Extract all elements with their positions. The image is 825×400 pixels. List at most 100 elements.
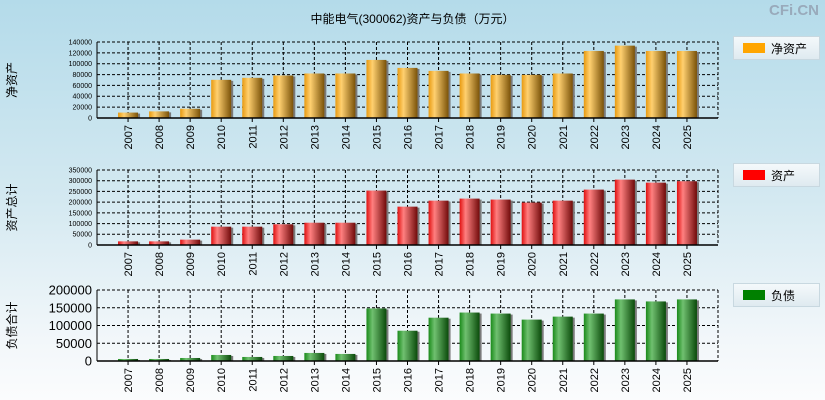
bar-2022 xyxy=(583,313,604,361)
x-tick-label: 2010 xyxy=(216,125,228,149)
bar-2024 xyxy=(645,182,666,245)
bar-2017 xyxy=(428,200,449,245)
y-axis-label: 负债合计 xyxy=(4,301,19,349)
bar-2018 xyxy=(459,312,480,361)
bar-2020 xyxy=(521,319,542,361)
legend-net-assets: 净资产 xyxy=(733,36,820,60)
bar-2025 xyxy=(676,181,697,245)
x-tick-label: 2021 xyxy=(558,368,570,392)
y-tick-label: 0 xyxy=(88,115,92,122)
bar-2023 xyxy=(614,179,635,245)
y-tick-label: 100000 xyxy=(69,61,92,68)
x-tick-label: 2025 xyxy=(682,125,694,149)
bar-2009 xyxy=(180,357,201,361)
x-tick-label: 2019 xyxy=(496,125,508,149)
x-tick-label: 2024 xyxy=(651,125,663,149)
x-tick-label: 2024 xyxy=(651,368,663,392)
y-tick-label: 140000 xyxy=(69,39,92,46)
bar-2011 xyxy=(242,226,263,245)
x-tick-label: 2014 xyxy=(340,125,352,149)
bar-2021 xyxy=(552,316,573,361)
y-tick-label: 0 xyxy=(88,242,92,249)
y-tick-label: 20000 xyxy=(73,105,93,112)
x-tick-label: 2009 xyxy=(185,125,197,149)
legend-liabilities: 负债 xyxy=(733,283,820,307)
bar-2017 xyxy=(428,317,449,361)
bar-2008 xyxy=(149,358,170,361)
bar-2022 xyxy=(583,50,604,119)
bar-2024 xyxy=(645,50,666,119)
bar-2021 xyxy=(552,200,573,245)
x-tick-label: 2023 xyxy=(620,252,632,276)
bar-2017 xyxy=(428,70,449,118)
x-tick-label: 2012 xyxy=(278,368,290,392)
y-axis-label: 资产总计 xyxy=(5,183,19,231)
bar-2013 xyxy=(304,73,325,118)
legend-swatch xyxy=(743,290,765,300)
y-tick-label: 100000 xyxy=(69,221,92,228)
y-tick-label: 150000 xyxy=(49,300,92,315)
x-tick-label: 2023 xyxy=(620,125,632,149)
y-tick-label: 100000 xyxy=(49,318,92,333)
bar-2007 xyxy=(118,112,139,118)
bar-2019 xyxy=(490,199,511,245)
bar-2007 xyxy=(118,358,139,361)
bar-2020 xyxy=(521,74,542,118)
x-tick-label: 2024 xyxy=(651,252,663,276)
x-tick-label: 2017 xyxy=(434,368,446,392)
bar-2022 xyxy=(583,189,604,245)
x-tick-label: 2014 xyxy=(340,252,352,276)
bar-2016 xyxy=(397,330,418,361)
chart-panel-0: 0 20000 40000 60000 80000 100000 120000 140000 2… xyxy=(5,39,719,149)
x-tick-label: 2012 xyxy=(278,125,290,149)
bar-2012 xyxy=(273,75,294,118)
legend-assets: 资产 xyxy=(733,163,820,187)
bar-2024 xyxy=(645,301,666,361)
y-tick-label: 80000 xyxy=(73,72,93,79)
x-tick-label: 2009 xyxy=(185,368,197,392)
bar-2023 xyxy=(614,45,635,118)
x-tick-label: 2016 xyxy=(403,125,415,149)
x-tick-label: 2011 xyxy=(247,125,259,149)
x-tick-label: 2015 xyxy=(371,368,383,392)
x-tick-label: 2022 xyxy=(589,252,601,276)
x-tick-label: 2018 xyxy=(465,368,477,392)
x-tick-label: 2019 xyxy=(496,368,508,392)
bar-2023 xyxy=(614,299,635,361)
y-tick-label: 150000 xyxy=(69,210,92,217)
bar-2007 xyxy=(118,241,139,245)
legend-label: 净资产 xyxy=(771,41,808,56)
x-tick-label: 2007 xyxy=(123,252,135,276)
watermark-logo: CFi.CN xyxy=(769,2,819,19)
x-tick-label: 2022 xyxy=(589,368,601,392)
x-tick-label: 2025 xyxy=(682,368,694,392)
x-tick-label: 2015 xyxy=(371,125,383,149)
x-tick-label: 2008 xyxy=(154,125,166,149)
x-tick-label: 2008 xyxy=(154,368,166,392)
x-tick-label: 2016 xyxy=(403,368,415,392)
bar-2025 xyxy=(676,299,697,361)
y-tick-label: 50000 xyxy=(56,336,92,351)
x-tick-label: 2020 xyxy=(527,125,539,149)
y-tick-label: 250000 xyxy=(69,189,92,196)
x-tick-label: 2018 xyxy=(465,252,477,276)
x-tick-label: 2025 xyxy=(682,252,694,276)
bar-2012 xyxy=(273,224,294,245)
bar-2019 xyxy=(490,74,511,118)
x-tick-label: 2014 xyxy=(340,368,352,392)
chart-title: 中能电气(300062)资产与负债（万元） xyxy=(310,12,515,26)
bar-2016 xyxy=(397,67,418,118)
x-tick-label: 2013 xyxy=(309,125,321,149)
bar-2014 xyxy=(335,222,356,245)
legend-label: 资产 xyxy=(771,168,796,183)
bar-2010 xyxy=(211,79,232,118)
bar-2015 xyxy=(366,190,387,245)
x-tick-label: 2013 xyxy=(309,368,321,392)
bar-2020 xyxy=(521,202,542,245)
y-tick-label: 40000 xyxy=(73,94,93,101)
y-tick-label: 120000 xyxy=(69,50,92,57)
x-tick-label: 2019 xyxy=(496,252,508,276)
x-tick-label: 2015 xyxy=(371,252,383,276)
legend-label: 负债 xyxy=(771,288,796,303)
